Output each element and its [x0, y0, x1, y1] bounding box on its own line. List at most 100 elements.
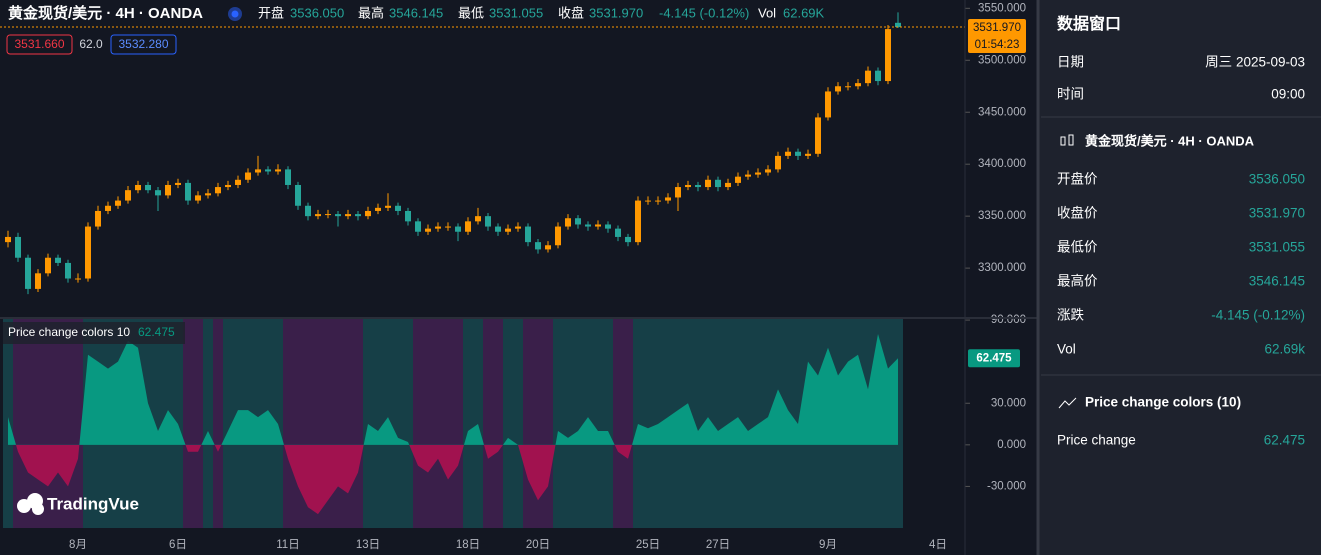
stat-value: 3546.145	[389, 5, 443, 20]
state-band	[393, 318, 403, 528]
candle-body	[525, 226, 531, 243]
dw-value: 3536.050	[1249, 172, 1305, 187]
stat-value: 3536.050	[290, 5, 344, 20]
candle-body	[725, 182, 731, 188]
candle-body	[755, 172, 761, 175]
x-tick-label: 8月	[69, 539, 87, 551]
state-band	[553, 318, 563, 528]
dw-label: 日期	[1057, 55, 1084, 70]
candle-body	[305, 205, 311, 217]
state-band	[153, 318, 163, 528]
candle-body	[835, 86, 841, 92]
state-band	[293, 318, 303, 528]
stat-value: 3531.055	[489, 5, 543, 20]
candle-body	[375, 207, 381, 211]
candle-body	[735, 176, 741, 183]
dw-label: 开盘价	[1057, 171, 1098, 187]
bid[interactable]: 3531.660	[14, 37, 64, 51]
state-band	[363, 318, 373, 528]
candle-body	[885, 29, 891, 82]
bid-box[interactable]	[6, 34, 73, 55]
state-band	[493, 318, 503, 528]
candle-body	[5, 236, 11, 243]
state-band	[63, 318, 73, 528]
state-band	[573, 318, 583, 528]
state-band	[483, 318, 493, 528]
state-band	[413, 318, 423, 528]
candle-body	[125, 190, 131, 201]
candle-body	[165, 184, 171, 196]
spread: 62.0	[79, 37, 103, 51]
candle-body	[55, 257, 61, 263]
x-tick-label: 6日	[169, 539, 187, 551]
y-tick-label: 30.000	[991, 397, 1026, 409]
candle-body	[275, 169, 281, 172]
dw-label: 最低价	[1057, 240, 1098, 255]
candle-body	[95, 210, 101, 227]
candle-body	[285, 169, 291, 185]
state-band	[33, 318, 43, 528]
y-tick-label: 3400.000	[978, 158, 1026, 170]
candle-body	[555, 226, 561, 246]
candle-body	[225, 184, 231, 188]
candle-body	[545, 245, 551, 250]
y-tick-label: 90.000	[991, 314, 1026, 326]
candle-body	[465, 221, 471, 232]
state-band	[423, 318, 433, 528]
candle-body	[315, 214, 321, 217]
candle-body	[75, 278, 81, 280]
state-band	[403, 318, 413, 528]
x-tick-label: 11日	[276, 539, 299, 551]
candle-body	[435, 226, 441, 229]
candle-body	[365, 210, 371, 217]
candle-body	[25, 257, 31, 289]
candle-body	[875, 70, 881, 82]
state-band	[13, 318, 23, 528]
candle-body	[135, 184, 141, 191]
stat-label: 最低	[458, 5, 484, 20]
state-band	[43, 318, 53, 528]
state-band	[543, 318, 553, 528]
ask-box[interactable]	[110, 34, 177, 55]
candle-body	[255, 169, 261, 173]
candle-body	[335, 214, 341, 217]
candle-body	[485, 216, 491, 227]
x-tick-label: 20日	[526, 539, 550, 551]
state-band	[793, 318, 803, 528]
dw-indicator: Price change colors (10)	[1085, 395, 1241, 410]
candle-body	[675, 187, 681, 198]
candle-body	[345, 214, 351, 217]
state-band	[73, 318, 83, 528]
candle-body	[295, 184, 301, 206]
candle-body	[175, 182, 181, 185]
candle-body	[475, 216, 481, 222]
candle-body	[745, 174, 751, 177]
state-band	[693, 318, 703, 528]
vol: 62.69K	[783, 5, 825, 20]
candle-body	[685, 184, 691, 188]
state-band	[503, 318, 513, 528]
candle-body	[695, 184, 701, 188]
state-band	[343, 318, 353, 528]
ask[interactable]: 3532.280	[118, 37, 168, 51]
state-band	[563, 318, 573, 528]
state-band	[643, 318, 653, 528]
state-band	[53, 318, 63, 528]
candle-body	[15, 236, 21, 258]
candle-body	[145, 184, 151, 191]
symbol: 黄金现货/美元 · 4H · OANDA	[8, 4, 203, 22]
state-band	[453, 318, 463, 528]
dw-symbol: 黄金现货/美元 · 4H · OANDA	[1085, 133, 1255, 148]
state-band	[223, 318, 233, 528]
dw-time: 09:00	[1271, 87, 1305, 102]
candle-body	[115, 200, 121, 206]
logo-text: TradingVue	[47, 494, 139, 513]
indicator-legend-bg	[3, 322, 185, 344]
indicator-badge-label: 62.475	[976, 352, 1012, 364]
y-tick-label: 3500.000	[978, 54, 1026, 66]
price-badge-label: 3531.970	[973, 22, 1021, 34]
dw-value: -4.145 (-0.12%)	[1211, 308, 1305, 323]
countdown: 01:54:23	[975, 39, 1020, 51]
change: -4.145 (-0.12%)	[659, 5, 749, 20]
